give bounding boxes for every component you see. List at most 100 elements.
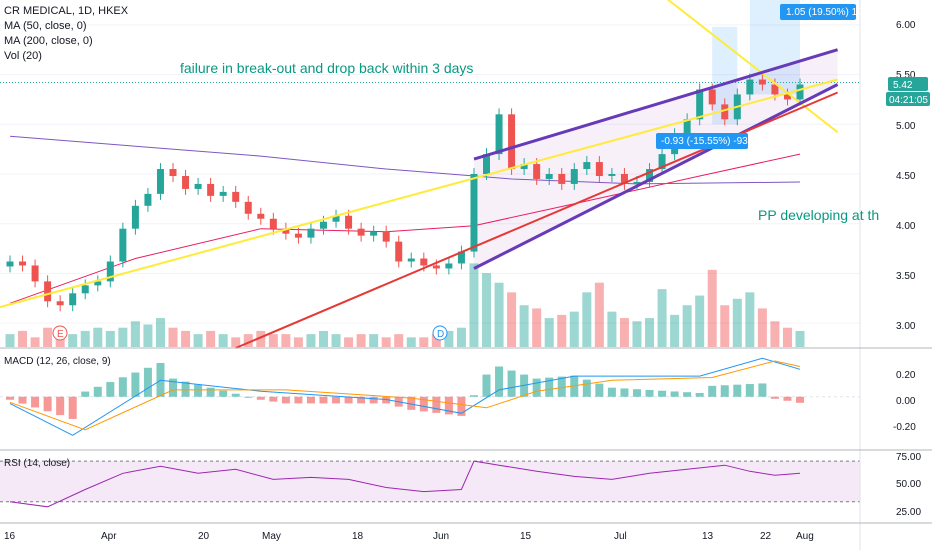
macd-histogram-bar xyxy=(382,396,391,404)
candle xyxy=(533,158,541,185)
macd-histogram-bar xyxy=(783,396,792,401)
volume-bar xyxy=(594,282,604,347)
candle xyxy=(69,287,77,312)
candle-body xyxy=(696,89,704,120)
candle xyxy=(106,255,114,288)
volume-bar xyxy=(218,334,228,347)
legend-ma50[interactable]: MA (50, close, 0) xyxy=(4,20,87,32)
volume-bar xyxy=(482,273,492,347)
candle-body xyxy=(56,301,64,306)
volume-bar xyxy=(607,311,617,347)
candle xyxy=(595,156,603,182)
legend-vol[interactable]: Vol (20) xyxy=(4,50,42,62)
candle-body xyxy=(658,154,666,170)
candle-body xyxy=(282,228,290,234)
channel-lower-line xyxy=(473,83,839,270)
candle-body xyxy=(771,84,779,95)
candle-body xyxy=(44,281,52,302)
candle xyxy=(583,156,591,175)
candle-body xyxy=(169,169,177,176)
volume-bar xyxy=(206,330,216,347)
measure-up-label: 1.05 (19.50%) 105 xyxy=(786,7,869,18)
macd-histogram-bar xyxy=(294,396,303,404)
volume-bar xyxy=(231,337,241,347)
time-tick: 22 xyxy=(760,531,772,542)
candle-body xyxy=(257,213,265,219)
macd-histogram-bar xyxy=(683,392,692,397)
time-tick: Aug xyxy=(796,531,814,542)
volume-bar xyxy=(344,337,354,347)
candle xyxy=(207,177,215,202)
macd-histogram-bar xyxy=(632,389,641,397)
volume-bar xyxy=(30,337,40,347)
pp-annotation: PP developing at th xyxy=(758,207,879,223)
candle-body xyxy=(420,258,428,266)
macd-histogram-bar xyxy=(796,396,804,403)
macd-histogram-bar xyxy=(482,374,491,397)
candle-body xyxy=(633,181,641,184)
macd-line xyxy=(9,357,801,436)
measure-up-badge xyxy=(780,4,856,20)
earnings-event-marker[interactable] xyxy=(52,325,68,341)
volume-bar xyxy=(369,334,379,347)
macd-histogram-bar xyxy=(369,396,378,404)
candle-body xyxy=(244,201,252,214)
candle xyxy=(31,259,39,288)
candle xyxy=(44,275,52,308)
macd-histogram-bar xyxy=(708,385,717,397)
macd-histogram-bar xyxy=(670,391,679,397)
candle-body xyxy=(620,174,628,184)
macd-histogram-bar xyxy=(81,391,90,397)
macd-histogram-bar xyxy=(695,392,704,397)
candle xyxy=(570,163,578,190)
candle-body xyxy=(445,263,453,269)
candle-body xyxy=(395,241,403,262)
candle-body xyxy=(219,191,227,196)
volume-bar xyxy=(306,334,316,347)
candle xyxy=(94,275,102,292)
volume-bar xyxy=(130,321,140,347)
volume-bar xyxy=(281,334,291,347)
macd-histogram-bar xyxy=(231,393,240,397)
falling-trendline xyxy=(666,0,839,133)
macd-histogram-bar xyxy=(532,378,541,397)
dividend-event-marker[interactable] xyxy=(432,325,448,341)
candle xyxy=(357,222,365,242)
volume-bar xyxy=(331,334,341,347)
volume-bar xyxy=(519,305,529,347)
volume-bar xyxy=(770,321,780,347)
candle xyxy=(508,108,516,175)
candle-body xyxy=(508,114,516,170)
rsi-pane xyxy=(0,460,860,508)
volume-bar xyxy=(795,330,805,347)
candle-body xyxy=(457,251,465,264)
macd-histogram-bar xyxy=(18,396,27,404)
candle-body xyxy=(583,162,591,170)
time-tick: Apr xyxy=(101,531,117,542)
volume-bar xyxy=(494,282,504,347)
volume-bar xyxy=(544,318,554,347)
volume-bar xyxy=(720,305,730,347)
candle xyxy=(758,73,766,91)
macd-histogram-bar xyxy=(758,383,767,397)
legend-symbol[interactable]: CR MEDICAL, 1D, HKEX xyxy=(4,5,129,17)
volume-bar xyxy=(143,324,153,347)
volume-bar xyxy=(168,327,178,347)
macd-histogram-bar xyxy=(357,396,366,404)
legend-ma200[interactable]: MA (200, close, 0) xyxy=(4,35,93,47)
channel-upper-line xyxy=(473,48,839,161)
earnings-event-label: E xyxy=(57,329,64,340)
last-price-badge xyxy=(888,77,928,91)
volume-bar xyxy=(68,334,78,347)
candle xyxy=(194,177,202,195)
candle-body xyxy=(144,193,152,206)
volume-bar xyxy=(356,334,366,347)
candle-body xyxy=(6,261,14,267)
candle-body xyxy=(520,164,528,170)
macd-histogram-bar xyxy=(332,396,341,404)
candle-body xyxy=(783,94,791,100)
macd-histogram-bar xyxy=(31,396,40,408)
candle-body xyxy=(357,228,365,236)
volume-bar xyxy=(456,327,466,347)
